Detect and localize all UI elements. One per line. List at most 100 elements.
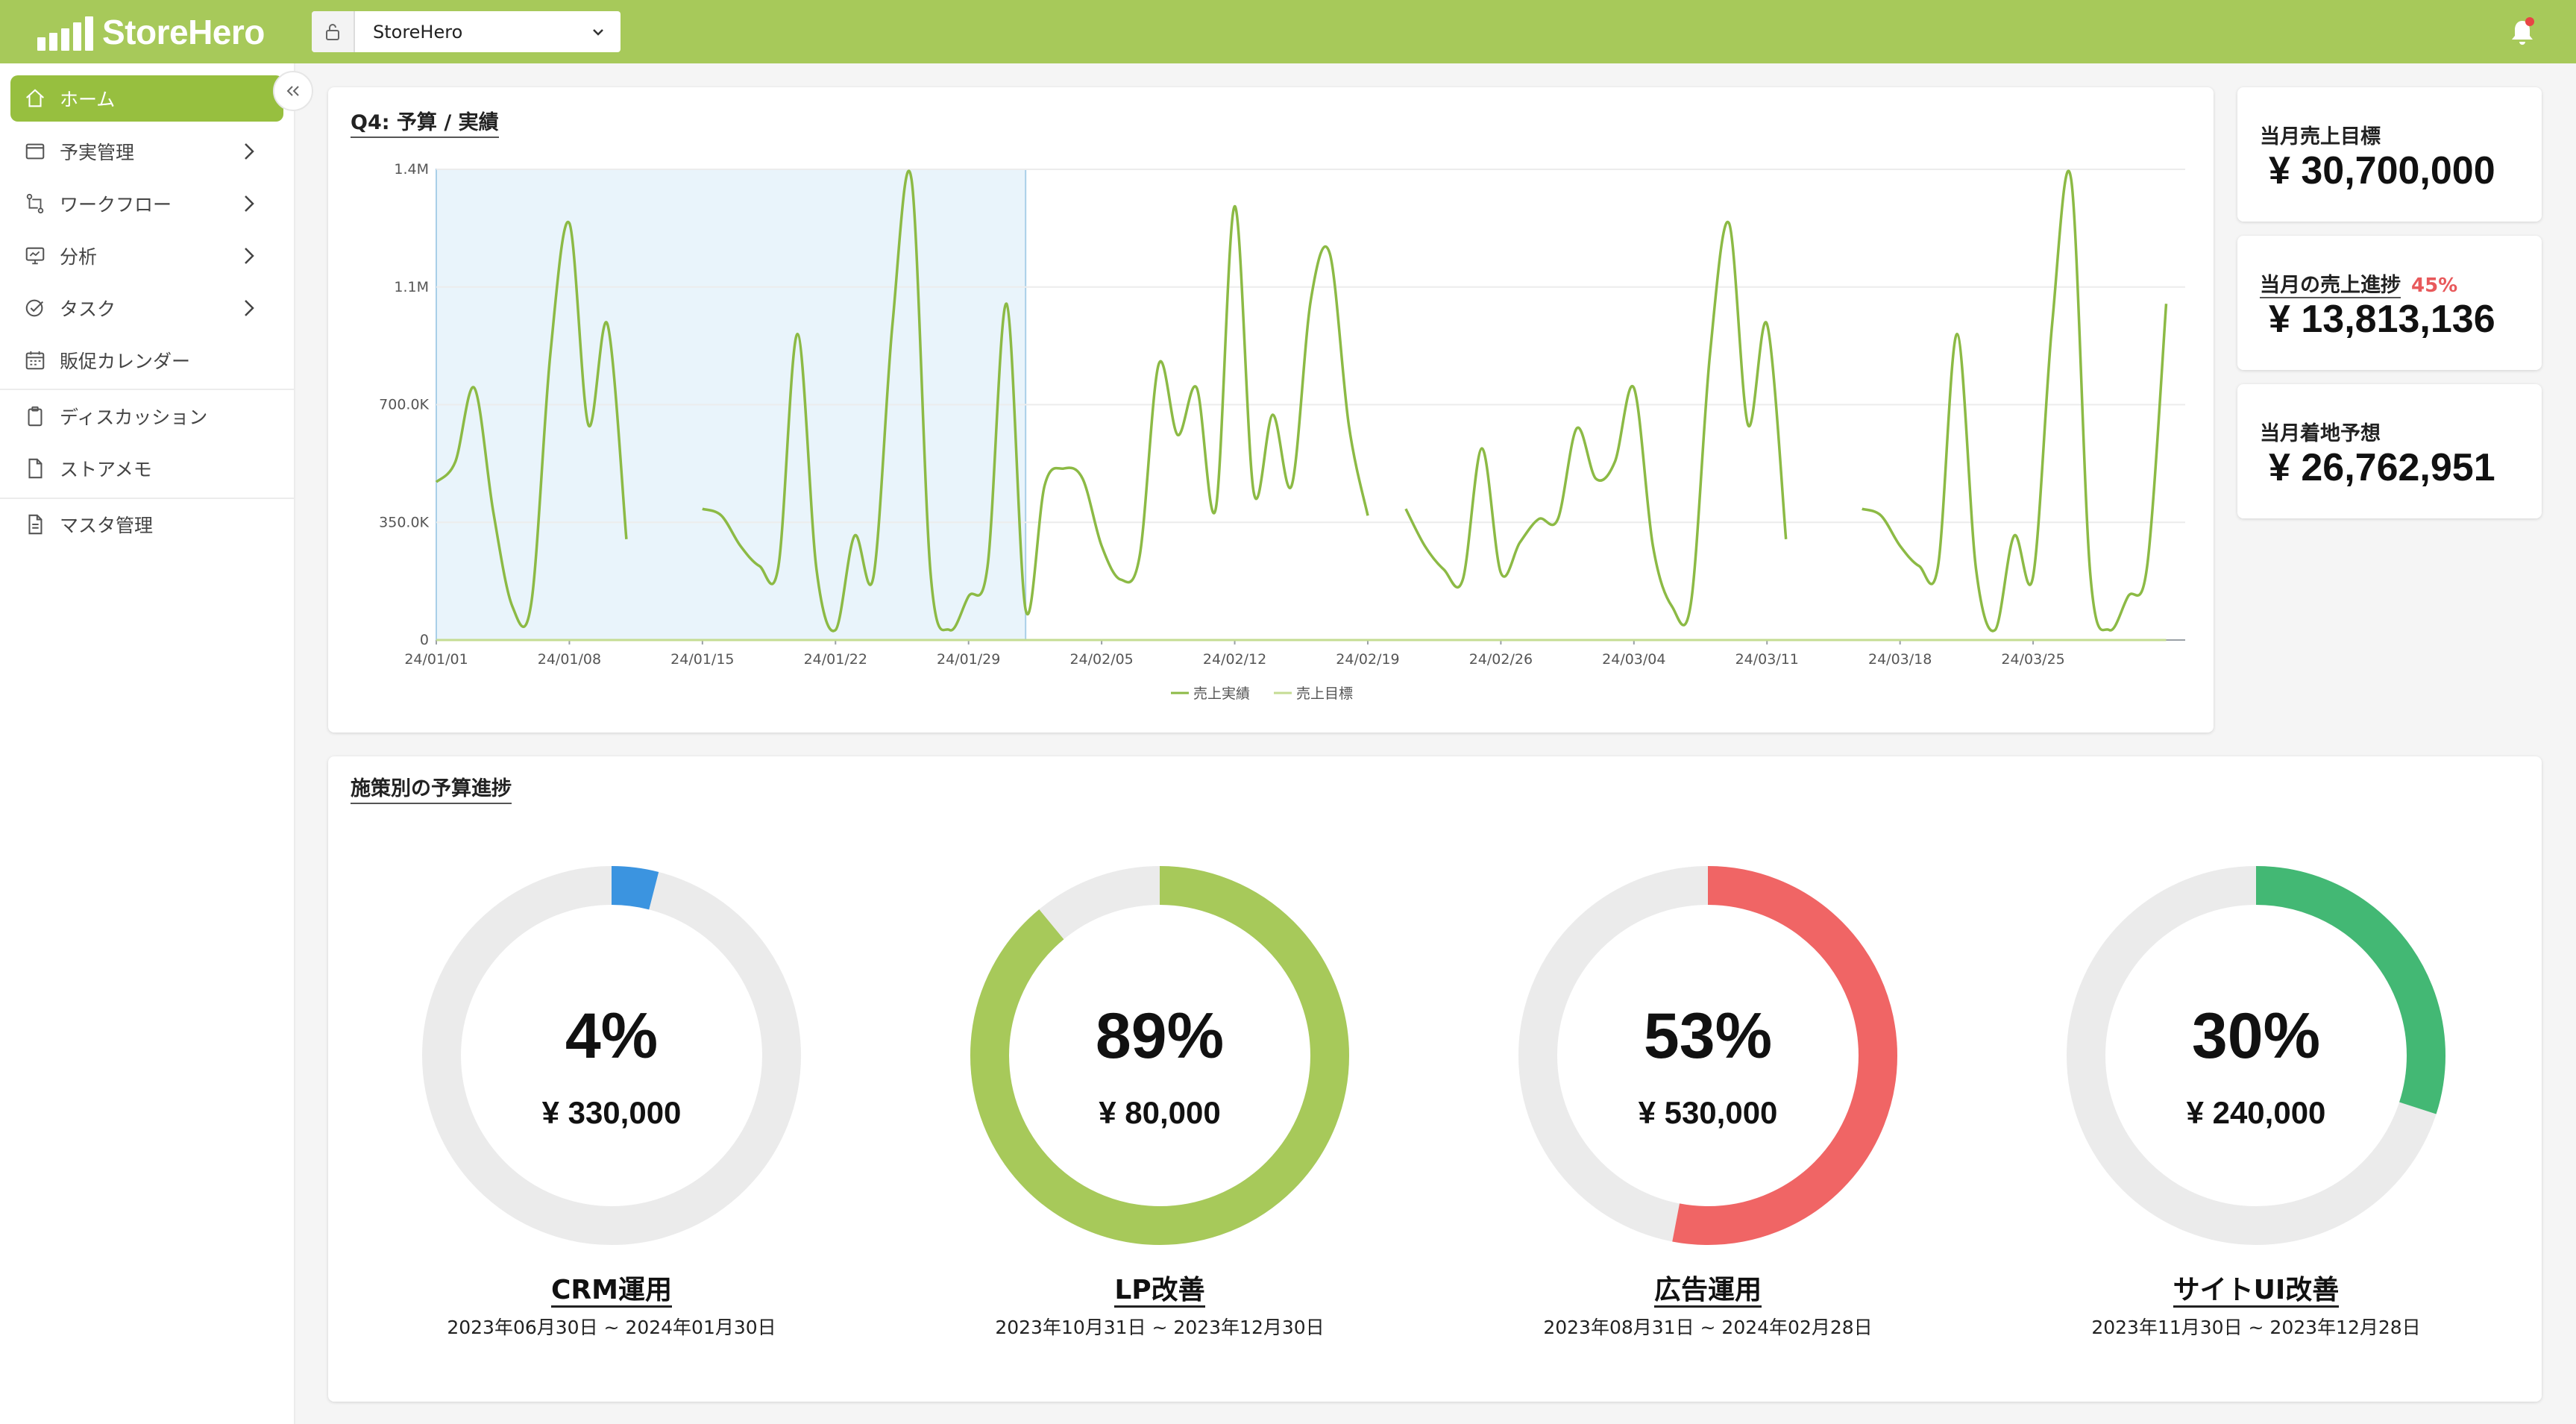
sidebar-item-label: ワークフロー <box>60 194 172 216</box>
kpi-label: 当月の売上進捗 <box>2260 274 2401 298</box>
sidebar-item-label: マスタ管理 <box>60 515 154 536</box>
sidebar-item-label: ホーム <box>60 89 116 110</box>
budget-item-1[interactable]: 89% ¥ 80,000 LP改善 2023年10月31日 ~ 2023年12月30日 <box>929 865 1391 1358</box>
kpi-card-forecast: 当月着地予想 ¥ 26,762,951 <box>2237 384 2542 518</box>
initiative-name: サイトUI改善 <box>2173 1275 2340 1308</box>
initiative-name-link[interactable]: CRM運用 <box>380 1268 843 1308</box>
task-check-icon <box>22 295 48 321</box>
donut-amount: ¥ 530,000 <box>1638 1095 1778 1130</box>
workflow-icon <box>22 191 48 216</box>
chevron-right-icon <box>243 246 255 270</box>
sidebar-item-4[interactable]: タスク <box>10 285 283 331</box>
sidebar-divider <box>0 389 294 390</box>
kpi-value: ¥ 30,700,000 <box>2269 149 2495 192</box>
initiative-name: 広告運用 <box>1653 1275 1762 1308</box>
sidebar-item-label: 分析 <box>60 246 98 268</box>
x-tick-label: 24/03/11 <box>1735 651 1799 668</box>
donut-percent: 89% <box>1095 1000 1225 1072</box>
donut-percent: 53% <box>1643 1000 1773 1072</box>
home-icon <box>22 86 48 111</box>
window-icon <box>22 139 48 164</box>
store-selector-value: StoreHero <box>373 21 463 43</box>
budget-item-3[interactable]: 30% ¥ 240,000 サイトUI改善 2023年11月30日 ~ 2023年12… <box>2025 865 2487 1358</box>
app-logo[interactable]: StoreHero <box>37 12 265 51</box>
donut-progress-arc <box>422 866 801 1245</box>
sidebar-item-7[interactable]: ストアメモ <box>10 445 283 492</box>
legend-label: 売上実績 <box>1193 686 1250 702</box>
kpi-percent-badge: 45% <box>2411 275 2458 297</box>
sidebar-item-label: タスク <box>60 298 116 320</box>
logo-text: StoreHero <box>102 13 265 51</box>
monitor-icon <box>22 243 48 269</box>
donut-chart <box>970 866 1349 1245</box>
legend-label: 売上目標 <box>1296 686 1353 702</box>
budget-progress-title: 施策別の予算進捗 <box>351 776 512 804</box>
x-tick-label: 24/01/22 <box>804 651 867 668</box>
lock-icon <box>312 11 355 52</box>
double-chevron-left-icon <box>286 86 299 96</box>
donut-percent: 30% <box>2191 1000 2321 1072</box>
initiative-name-link[interactable]: LP改善 <box>929 1268 1391 1308</box>
sidebar-item-3[interactable]: 分析 <box>10 233 283 279</box>
chevron-right-icon <box>243 142 255 166</box>
x-tick-label: 24/03/04 <box>1602 651 1665 668</box>
sidebar-item-label: ストアメモ <box>60 459 152 480</box>
x-tick-label: 24/01/29 <box>937 651 1000 668</box>
notification-bell-icon[interactable] <box>2509 16 2536 46</box>
sidebar-item-1[interactable]: 予実管理 <box>10 128 283 175</box>
series-line-0 <box>1404 220 1788 627</box>
donut-amount: ¥ 80,000 <box>1099 1095 1221 1130</box>
initiative-period: 2023年11月30日 ~ 2023年12月28日 <box>2091 1317 2421 1338</box>
donut-progress-arc <box>2067 866 2445 1245</box>
sidebar-item-8[interactable]: マスタ管理 <box>10 501 283 548</box>
kpi-label-row: 当月の売上進捗 45% <box>2260 269 2457 298</box>
budget-item-0[interactable]: 4% ¥ 330,000 CRM運用 2023年06月30日 ~ 2024年01月30… <box>380 865 843 1358</box>
initiative-name-link[interactable]: 広告運用 <box>1477 1268 1939 1308</box>
initiative-name-link[interactable]: サイトUI改善 <box>2025 1268 2487 1308</box>
list-document-icon <box>22 512 48 537</box>
document-icon <box>22 456 48 481</box>
donut-chart <box>2067 866 2445 1245</box>
donut-amount: ¥ 330,000 <box>541 1095 682 1130</box>
collapse-sidebar-button[interactable] <box>273 71 313 111</box>
x-tick-label: 24/03/18 <box>1868 651 1932 668</box>
sidebar <box>0 63 295 1424</box>
donut-progress-arc <box>970 866 1349 1245</box>
sidebar-item-6[interactable]: ディスカッション <box>10 393 283 439</box>
initiative-name: LP改善 <box>1114 1275 1205 1308</box>
donut-amount: ¥ 240,000 <box>2186 1095 2326 1130</box>
x-tick-label: 24/01/15 <box>670 651 734 668</box>
sidebar-divider <box>0 498 294 499</box>
x-tick-label: 24/02/05 <box>1069 651 1133 668</box>
sidebar-item-0[interactable]: ホーム <box>10 75 283 122</box>
clipboard-icon <box>22 404 48 429</box>
sidebar-item-5[interactable]: 販促カレンダー <box>10 337 283 383</box>
donut-chart <box>1518 866 1897 1245</box>
series-line-0 <box>1862 169 2168 633</box>
initiative-period: 2023年06月30日 ~ 2024年01月30日 <box>447 1317 776 1338</box>
initiative-period: 2023年08月31日 ~ 2024年02月28日 <box>1543 1317 1873 1338</box>
chevron-right-icon <box>243 194 255 218</box>
chevron-down-icon <box>576 28 621 37</box>
donut-chart <box>422 866 801 1245</box>
calendar-icon <box>22 348 48 373</box>
budget-progress-card: 施策別の予算進捗 <box>328 756 2542 1402</box>
top-header: StoreHero StoreHero <box>0 0 2576 63</box>
budget-actual-chart-card: Q4: 予算 / 実績 0 350.0K 700.0K 1.1M 1.4M 24/01/0… <box>328 87 2214 733</box>
kpi-label: 当月売上目標 <box>2260 125 2381 148</box>
kpi-card-monthly-progress: 当月の売上進捗 45% ¥ 13,813,136 <box>2237 236 2542 370</box>
kpi-value: ¥ 26,762,951 <box>2269 446 2495 489</box>
x-tick-label: 24/01/01 <box>404 651 468 668</box>
y-tick-label: 1.1M <box>394 279 429 295</box>
y-tick-label: 350.0K <box>379 514 429 530</box>
donut-percent: 4% <box>565 1000 659 1072</box>
x-tick-label: 24/02/19 <box>1336 651 1399 668</box>
sidebar-item-2[interactable]: ワークフロー <box>10 181 283 227</box>
store-selector[interactable]: StoreHero <box>312 11 621 52</box>
y-tick-label: 1.4M <box>394 161 429 178</box>
initiative-name: CRM運用 <box>551 1275 672 1308</box>
sidebar-item-label: 販促カレンダー <box>60 351 191 372</box>
budget-item-2[interactable]: 53% ¥ 530,000 広告運用 2023年08月31日 ~ 2024年02月28… <box>1477 865 1939 1358</box>
sales-line-chart: 0 350.0K 700.0K 1.1M 1.4M 24/01/01 24/01/08 24/… <box>379 161 2185 702</box>
x-tick-label: 24/02/12 <box>1203 651 1266 668</box>
